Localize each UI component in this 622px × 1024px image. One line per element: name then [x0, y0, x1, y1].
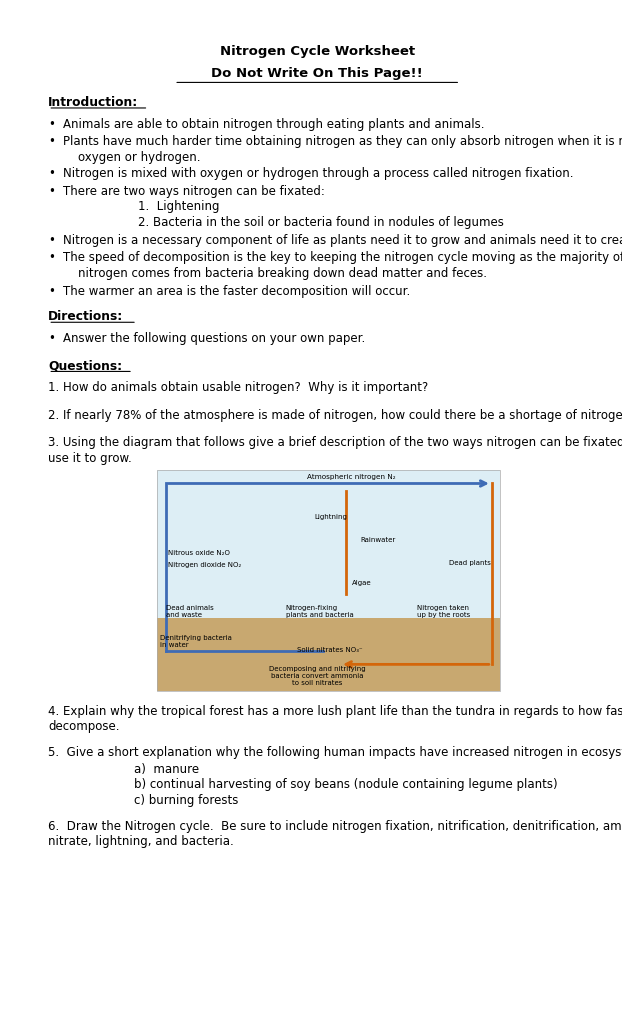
Text: Nitrogen taken
up by the roots: Nitrogen taken up by the roots — [417, 605, 471, 618]
Text: •: • — [49, 118, 55, 131]
Text: The warmer an area is the faster decomposition will occur.: The warmer an area is the faster decompo… — [63, 285, 410, 298]
Text: Questions:: Questions: — [49, 359, 123, 373]
Text: nitrate, lightning, and bacteria.: nitrate, lightning, and bacteria. — [49, 836, 234, 849]
Text: Plants have much harder time obtaining nitrogen as they can only absorb nitrogen: Plants have much harder time obtaining n… — [63, 135, 622, 148]
Text: Nitrogen-fixing
plants and bacteria: Nitrogen-fixing plants and bacteria — [285, 605, 353, 618]
Text: Denitrifying bacteria
in water: Denitrifying bacteria in water — [160, 635, 232, 648]
Text: 2. If nearly 78% of the atmosphere is made of nitrogen, how could there be a sho: 2. If nearly 78% of the atmosphere is ma… — [49, 409, 622, 422]
Text: Animals are able to obtain nitrogen through eating plants and animals.: Animals are able to obtain nitrogen thro… — [63, 118, 484, 131]
Text: Lightning: Lightning — [314, 514, 347, 520]
Text: decompose.: decompose. — [49, 721, 120, 733]
Text: Dead plants: Dead plants — [449, 560, 491, 566]
Text: 1. How do animals obtain usable nitrogen?  Why is it important?: 1. How do animals obtain usable nitrogen… — [49, 381, 429, 394]
Text: nitrogen comes from bacteria breaking down dead matter and feces.: nitrogen comes from bacteria breaking do… — [63, 267, 486, 281]
Text: •: • — [49, 252, 55, 264]
Text: Nitrogen is mixed with oxygen or hydrogen through a process called nitrogen fixa: Nitrogen is mixed with oxygen or hydroge… — [63, 167, 573, 180]
Text: Dead animals
and waste: Dead animals and waste — [165, 605, 213, 618]
Bar — [157, 470, 500, 691]
Text: Decomposing and nitrifying
bacteria convert ammonia
to soil nitrates: Decomposing and nitrifying bacteria conv… — [269, 667, 366, 686]
Text: oxygen or hydrogen.: oxygen or hydrogen. — [63, 152, 200, 164]
Text: Solid nitrates NO₃⁻: Solid nitrates NO₃⁻ — [297, 647, 363, 652]
Text: Algae: Algae — [351, 580, 371, 586]
Text: c) burning forests: c) burning forests — [134, 795, 238, 807]
Text: •: • — [49, 135, 55, 148]
Text: 4. Explain why the tropical forest has a more lush plant life than the tundra in: 4. Explain why the tropical forest has a… — [49, 705, 622, 718]
Text: Answer the following questions on your own paper.: Answer the following questions on your o… — [63, 332, 365, 345]
Text: 1.  Lightening: 1. Lightening — [63, 201, 219, 213]
Text: The speed of decomposition is the key to keeping the nitrogen cycle moving as th: The speed of decomposition is the key to… — [63, 252, 622, 264]
Text: 3. Using the diagram that follows give a brief description of the two ways nitro: 3. Using the diagram that follows give a… — [49, 436, 622, 450]
Text: 2. Bacteria in the soil or bacteria found in nodules of legumes: 2. Bacteria in the soil or bacteria foun… — [63, 216, 503, 229]
Text: use it to grow.: use it to grow. — [49, 452, 132, 465]
Text: Nitrogen dioxide NO₂: Nitrogen dioxide NO₂ — [169, 562, 242, 568]
Text: •: • — [49, 167, 55, 180]
Text: Nitrous oxide N₂O: Nitrous oxide N₂O — [169, 550, 230, 556]
Text: Rainwater: Rainwater — [360, 537, 396, 543]
Bar — [157, 617, 500, 691]
Text: 6.  Draw the Nitrogen cycle.  Be sure to include nitrogen fixation, nitrificatio: 6. Draw the Nitrogen cycle. Be sure to i… — [49, 819, 622, 833]
Text: There are two ways nitrogen can be fixated:: There are two ways nitrogen can be fixat… — [63, 184, 325, 198]
Text: Nitrogen Cycle Worksheet: Nitrogen Cycle Worksheet — [220, 45, 415, 58]
Text: •: • — [49, 285, 55, 298]
Text: Directions:: Directions: — [49, 310, 124, 324]
Text: •: • — [49, 332, 55, 345]
Text: Introduction:: Introduction: — [49, 96, 139, 110]
Text: b) continual harvesting of soy beans (nodule containing legume plants): b) continual harvesting of soy beans (no… — [134, 778, 558, 792]
Text: a)  manure: a) manure — [134, 763, 199, 775]
Text: Nitrogen is a necessary component of life as plants need it to grow and animals : Nitrogen is a necessary component of lif… — [63, 233, 622, 247]
Text: •: • — [49, 184, 55, 198]
Text: •: • — [49, 233, 55, 247]
Text: Do Not Write On This Page!!: Do Not Write On This Page!! — [211, 67, 423, 80]
Bar — [157, 470, 500, 617]
Text: 5.  Give a short explanation why the following human impacts have increased nitr: 5. Give a short explanation why the foll… — [49, 745, 622, 759]
Text: Atmospheric nitrogen N₂: Atmospheric nitrogen N₂ — [307, 474, 396, 479]
